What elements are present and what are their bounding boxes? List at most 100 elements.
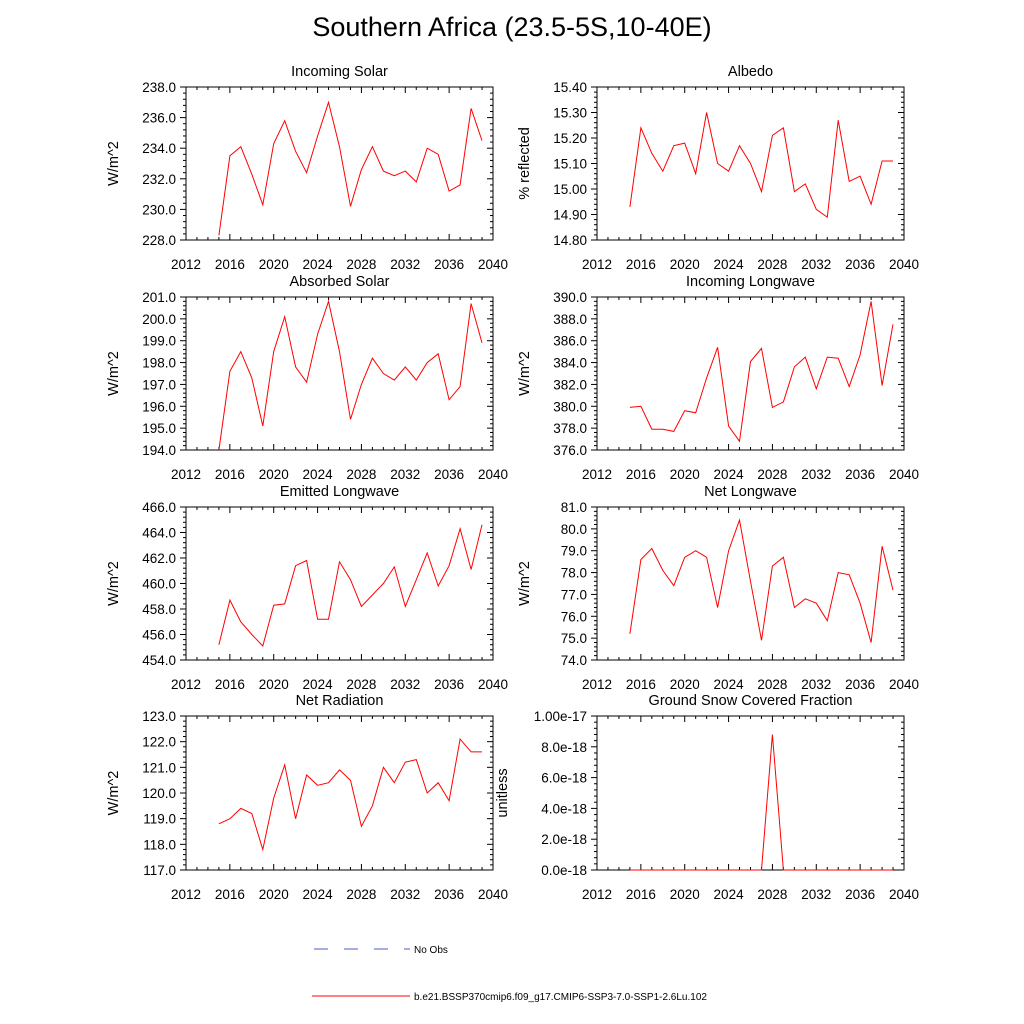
panel-title: Incoming Solar — [291, 64, 388, 80]
y-tick-label: 380.0 — [553, 399, 587, 414]
x-tick-label: 2020 — [670, 467, 700, 482]
y-tick-label: 236.0 — [142, 111, 176, 126]
x-tick-label: 2016 — [215, 257, 245, 272]
y-tick-label: 196.0 — [142, 399, 176, 414]
series-line — [218, 524, 483, 647]
y-tick-label: 458.0 — [142, 602, 176, 617]
x-tick-label: 2040 — [889, 887, 919, 902]
panel-incoming-solar: Incoming Solar 2012 2016 2020 2024 2028 2032 20… — [106, 64, 508, 272]
x-tick-label: 2020 — [670, 257, 700, 272]
y-tick-label: 117.0 — [143, 863, 176, 878]
plot-frame — [185, 86, 494, 241]
legend-obs-label: No Obs — [414, 945, 448, 956]
y-tick-label: 122.0 — [142, 735, 176, 750]
x-tick-label: 2028 — [346, 887, 376, 902]
x-tick-label: 2016 — [215, 677, 245, 692]
x-tick-label: 2020 — [259, 677, 289, 692]
x-tick-label: 2040 — [889, 467, 919, 482]
panel-ground-snow-covered-fraction: Ground Snow Covered Fraction 2012 2016 2020… — [495, 693, 919, 902]
y-tick-label: 79.0 — [561, 544, 587, 559]
y-axis-label: % reflected — [517, 127, 533, 200]
x-tick-label: 2024 — [714, 257, 745, 272]
x-tick-label: 2032 — [801, 467, 831, 482]
y-tick-label: 14.90 — [553, 208, 587, 223]
y-tick-label: 81.0 — [561, 500, 587, 515]
panel-net-longwave: Net Longwave 2012 2016 2020 2024 2028 2032 2036… — [517, 484, 919, 692]
x-tick-label: 2032 — [801, 887, 831, 902]
y-tick-label: 195.0 — [142, 421, 176, 436]
series-line — [629, 301, 894, 443]
y-tick-label: 464.0 — [142, 526, 176, 541]
panel-title: Ground Snow Covered Fraction — [649, 693, 853, 709]
x-tick-label: 2028 — [757, 467, 787, 482]
y-axis-label: W/m^2 — [106, 771, 122, 816]
y-tick-label: 466.0 — [142, 500, 176, 515]
y-tick-label: 378.0 — [553, 421, 587, 436]
x-tick-label: 2032 — [801, 677, 831, 692]
y-tick-label: 74.0 — [561, 653, 587, 668]
plot-frame — [596, 715, 905, 871]
plot-frame — [185, 715, 494, 871]
y-tick-label: 201.0 — [142, 290, 176, 305]
y-axis-label: W/m^2 — [106, 561, 122, 606]
x-tick-label: 2036 — [434, 677, 464, 692]
panel-title: Net Radiation — [296, 693, 384, 709]
x-tick-label: 2012 — [582, 467, 612, 482]
x-tick-label: 2040 — [478, 467, 508, 482]
y-tick-label: 194.0 — [142, 443, 176, 458]
series-line — [218, 299, 483, 451]
x-tick-label: 2032 — [390, 257, 420, 272]
x-tick-label: 2024 — [303, 887, 334, 902]
y-tick-label: 390.0 — [553, 290, 587, 305]
x-tick-label: 2024 — [303, 467, 334, 482]
x-tick-label: 2016 — [626, 257, 656, 272]
y-tick-label: 6.0e-18 — [541, 771, 587, 786]
x-tick-label: 2020 — [259, 887, 289, 902]
x-tick-label: 2016 — [626, 677, 656, 692]
y-tick-label: 15.00 — [553, 182, 587, 197]
plot-frame — [185, 296, 494, 451]
y-tick-label: 1.00e-17 — [534, 709, 587, 724]
x-tick-label: 2040 — [478, 887, 508, 902]
x-tick-label: 2012 — [582, 677, 612, 692]
y-tick-label: 197.0 — [142, 377, 176, 392]
x-tick-label: 2024 — [303, 257, 334, 272]
series-line — [629, 112, 893, 218]
x-tick-label: 2040 — [889, 677, 919, 692]
x-tick-label: 2012 — [171, 887, 201, 902]
plot-frame — [185, 506, 494, 661]
panel-title: Incoming Longwave — [686, 274, 815, 290]
y-tick-label: 77.0 — [561, 587, 587, 602]
y-tick-label: 462.0 — [142, 551, 176, 566]
x-tick-label: 2024 — [714, 467, 745, 482]
x-tick-label: 2016 — [215, 467, 245, 482]
y-tick-label: 78.0 — [561, 566, 587, 581]
y-tick-label: 80.0 — [561, 522, 587, 537]
panel-title: Albedo — [728, 64, 773, 80]
x-tick-label: 2040 — [889, 257, 919, 272]
y-tick-label: 228.0 — [142, 233, 176, 248]
y-tick-label: 14.80 — [553, 233, 587, 248]
x-tick-label: 2024 — [303, 677, 334, 692]
y-tick-label: 15.10 — [553, 157, 587, 172]
panel-title: Net Longwave — [704, 484, 797, 500]
x-tick-label: 2020 — [670, 887, 700, 902]
x-tick-label: 2032 — [390, 467, 420, 482]
x-tick-label: 2020 — [259, 467, 289, 482]
x-tick-label: 2036 — [845, 887, 875, 902]
y-tick-label: 120.0 — [142, 786, 176, 801]
panel-absorbed-solar: Absorbed Solar 2012 2016 2020 2024 2028 2032 20… — [106, 274, 508, 482]
x-tick-label: 2012 — [582, 257, 612, 272]
x-tick-label: 2032 — [390, 677, 420, 692]
x-tick-label: 2028 — [757, 677, 787, 692]
y-tick-label: 238.0 — [142, 80, 176, 95]
y-tick-label: 232.0 — [142, 172, 176, 187]
y-tick-label: 15.20 — [553, 131, 587, 146]
x-tick-label: 2032 — [390, 887, 420, 902]
y-tick-label: 388.0 — [553, 312, 587, 327]
legend-model-label: b.e21.BSSP370cmip6.f09_g17.CMIP6-SSP3-7.… — [414, 992, 707, 1003]
y-tick-label: 454.0 — [142, 653, 176, 668]
y-tick-label: 123.0 — [142, 709, 176, 724]
y-tick-label: 460.0 — [142, 577, 176, 592]
